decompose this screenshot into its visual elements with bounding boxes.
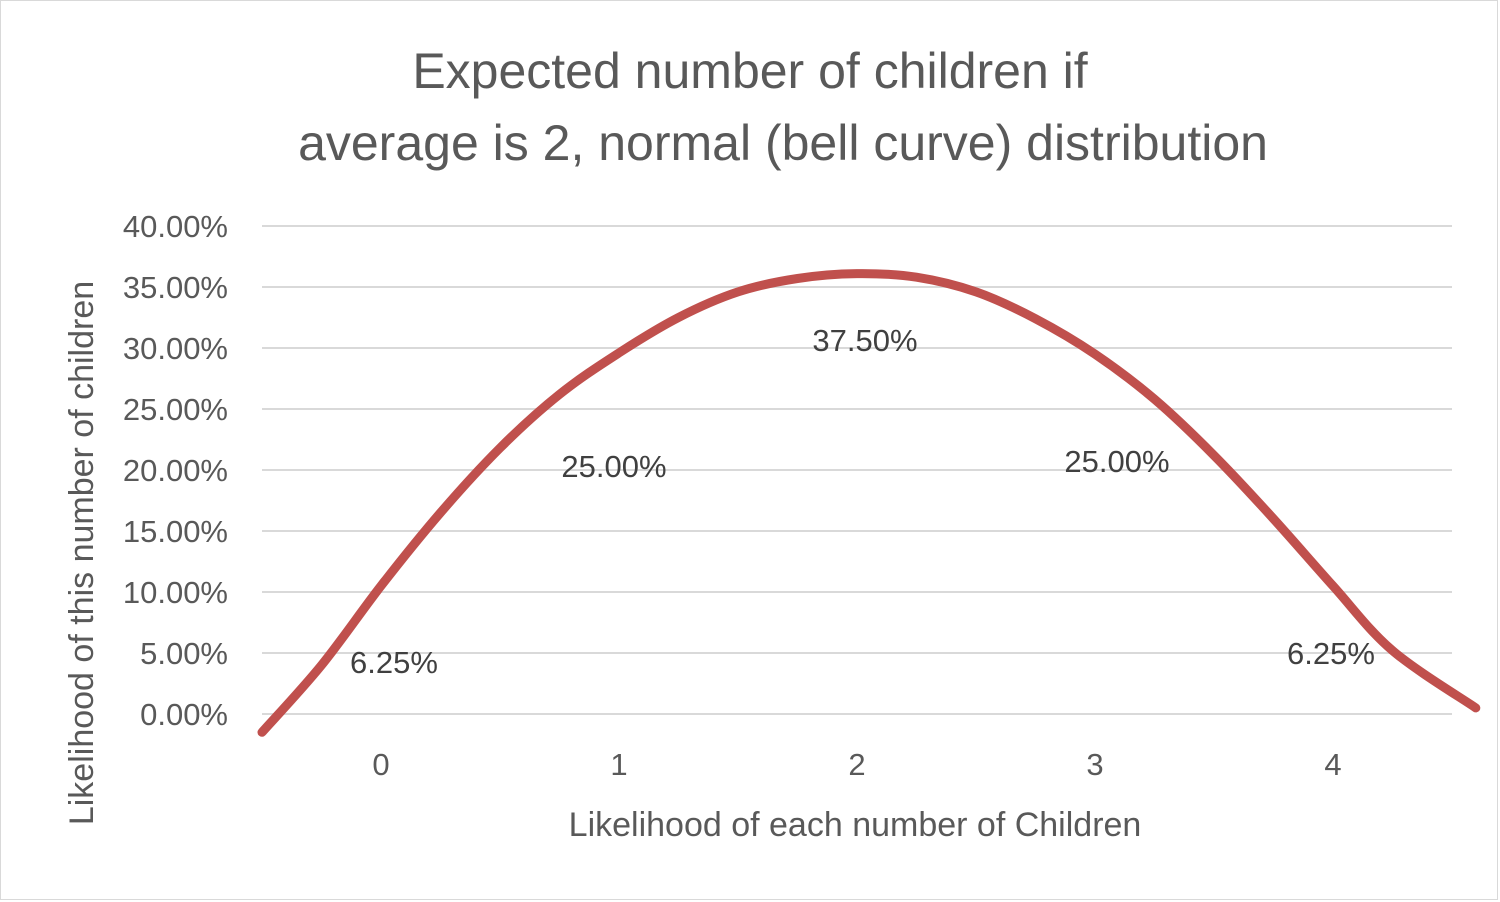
x-axis-title: Likelihood of each number of Children xyxy=(569,806,1142,844)
y-tick-label-2: 10.00% xyxy=(123,575,228,610)
y-axis-title: Likelihood of this number of children xyxy=(63,281,101,825)
data-label-1: 25.00% xyxy=(561,449,666,484)
data-labels: 6.25% 25.00% 37.50% 25.00% 6.25% xyxy=(350,323,1375,680)
x-tick-label-2: 2 xyxy=(848,747,865,782)
series-group xyxy=(257,269,1481,737)
data-label-4: 6.25% xyxy=(1287,636,1375,671)
y-axis-tick-labels: 0.00% 5.00% 10.00% 15.00% 20.00% 25.00% 30.00%… xyxy=(123,209,228,732)
x-axis-tick-labels: 0 1 2 3 4 xyxy=(372,747,1341,782)
series-line xyxy=(257,269,1481,737)
chart-title-line-2: average is 2, normal (bell curve) distri… xyxy=(298,115,1268,171)
y-tick-label-8: 40.00% xyxy=(123,209,228,244)
gridlines xyxy=(262,225,1452,715)
y-tick-label-4: 20.00% xyxy=(123,453,228,488)
data-label-2: 37.50% xyxy=(812,323,917,358)
y-tick-label-0: 0.00% xyxy=(140,697,228,732)
chart-title-line-1: Expected number of children if xyxy=(412,43,1087,99)
y-tick-label-1: 5.00% xyxy=(140,636,228,671)
y-tick-label-6: 30.00% xyxy=(123,331,228,366)
data-label-3: 25.00% xyxy=(1064,444,1169,479)
x-tick-label-4: 4 xyxy=(1324,747,1341,782)
x-tick-label-3: 3 xyxy=(1086,747,1103,782)
y-tick-label-5: 25.00% xyxy=(123,392,228,427)
y-tick-label-7: 35.00% xyxy=(123,270,228,305)
data-label-0: 6.25% xyxy=(350,645,438,680)
y-tick-label-3: 15.00% xyxy=(123,514,228,549)
x-tick-label-1: 1 xyxy=(610,747,627,782)
x-tick-label-0: 0 xyxy=(372,747,389,782)
